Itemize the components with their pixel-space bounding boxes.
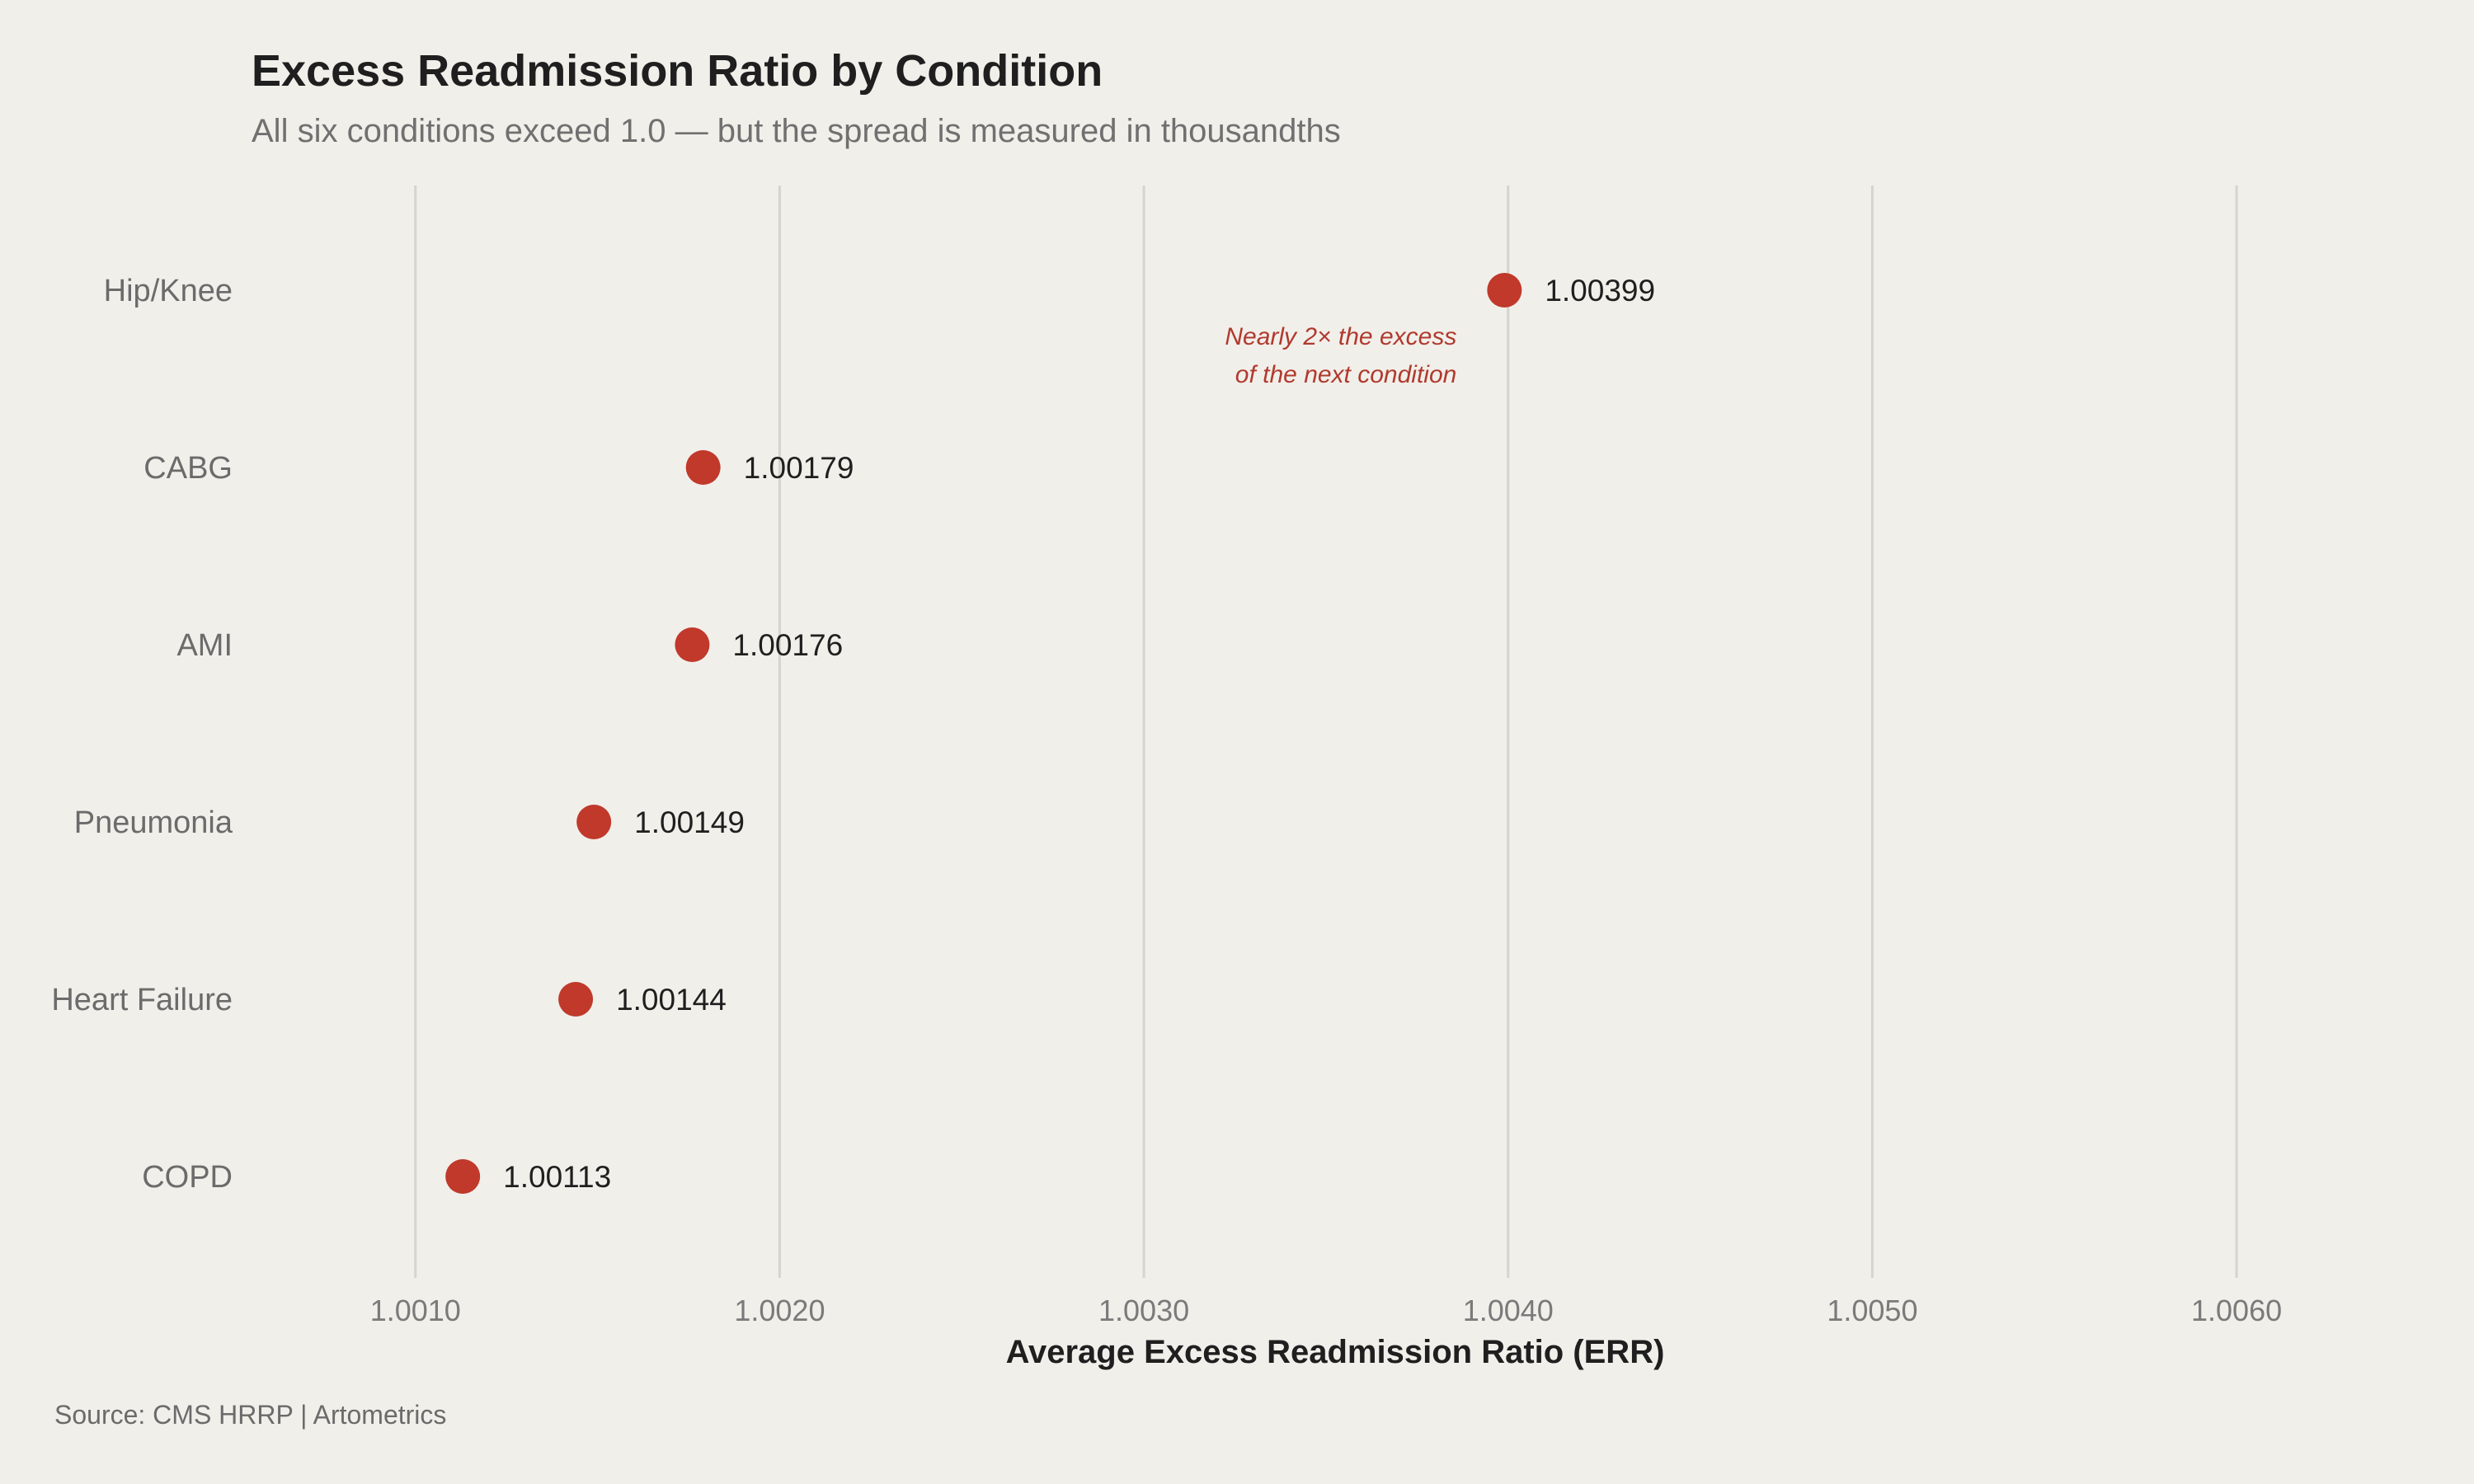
data-value-label: 1.00399	[1545, 274, 1655, 308]
x-tick-label: 1.0030	[1098, 1294, 1189, 1327]
category-label: CABG	[143, 451, 233, 486]
data-value-labels: 1.00399 1.00179 1.00176 1.00149 1.00144 1.001…	[503, 274, 1655, 1194]
category-label: Hip/Knee	[104, 274, 233, 308]
annotation-text: Nearly 2× the excess	[1225, 323, 1456, 350]
x-tick-label: 1.0020	[734, 1294, 825, 1327]
data-value-label: 1.00149	[634, 805, 745, 839]
category-label: Heart Failure	[51, 983, 233, 1017]
x-tick-label: 1.0040	[1463, 1294, 1554, 1327]
data-point	[558, 982, 594, 1017]
data-value-label: 1.00144	[616, 983, 727, 1017]
gridlines	[414, 186, 2238, 1278]
data-value-label: 1.00176	[732, 628, 843, 662]
x-tick-label: 1.0010	[370, 1294, 461, 1327]
category-labels: Hip/Knee CABG AMI Pneumonia Heart Failure COP…	[51, 274, 233, 1195]
category-label: AMI	[176, 628, 233, 663]
data-value-label: 1.00113	[503, 1160, 611, 1194]
annotation: Nearly 2× the excess of the next conditio…	[1225, 323, 1456, 388]
data-point	[675, 627, 710, 662]
x-tick-label: 1.0060	[2191, 1294, 2282, 1327]
annotation-text: of the next condition	[1235, 361, 1457, 388]
data-point	[1487, 273, 1522, 308]
data-points	[445, 273, 1522, 1194]
data-point	[445, 1159, 481, 1194]
source-note: Source: CMS HRRP | Artometrics	[54, 1400, 446, 1430]
category-label: COPD	[142, 1160, 233, 1195]
category-label: Pneumonia	[74, 805, 233, 840]
chart-title: Excess Readmission Ratio by Condition	[252, 46, 1103, 96]
x-axis-ticks: 1.0010 1.0020 1.0030 1.0040 1.0050 1.0060	[370, 1294, 2282, 1327]
x-axis-title: Average Excess Readmission Ratio (ERR)	[1006, 1334, 1665, 1370]
chart-subtitle: All six conditions exceed 1.0 — but the …	[252, 113, 1341, 149]
data-point	[685, 450, 721, 485]
x-tick-label: 1.0050	[1827, 1294, 1917, 1327]
data-point	[576, 805, 612, 839]
data-value-label: 1.00179	[744, 451, 854, 485]
